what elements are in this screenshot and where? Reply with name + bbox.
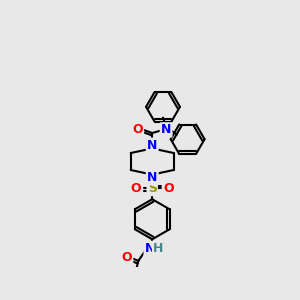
Text: O: O	[132, 123, 143, 136]
Text: O: O	[122, 251, 132, 264]
Text: H: H	[153, 242, 164, 255]
Text: O: O	[163, 182, 174, 195]
Text: N: N	[147, 171, 158, 184]
Text: N: N	[147, 139, 158, 152]
Text: N: N	[147, 171, 158, 184]
Text: O: O	[132, 123, 143, 136]
Text: N: N	[161, 123, 171, 136]
Text: H: H	[154, 244, 163, 254]
Text: N: N	[145, 242, 155, 255]
Text: O: O	[163, 182, 174, 195]
Text: O: O	[131, 182, 141, 195]
Text: O: O	[122, 251, 132, 264]
Text: S: S	[148, 182, 157, 195]
Text: N: N	[161, 123, 171, 136]
Text: S: S	[148, 182, 157, 195]
Text: N: N	[145, 242, 155, 255]
Text: O: O	[131, 182, 141, 195]
Text: N: N	[147, 139, 158, 152]
